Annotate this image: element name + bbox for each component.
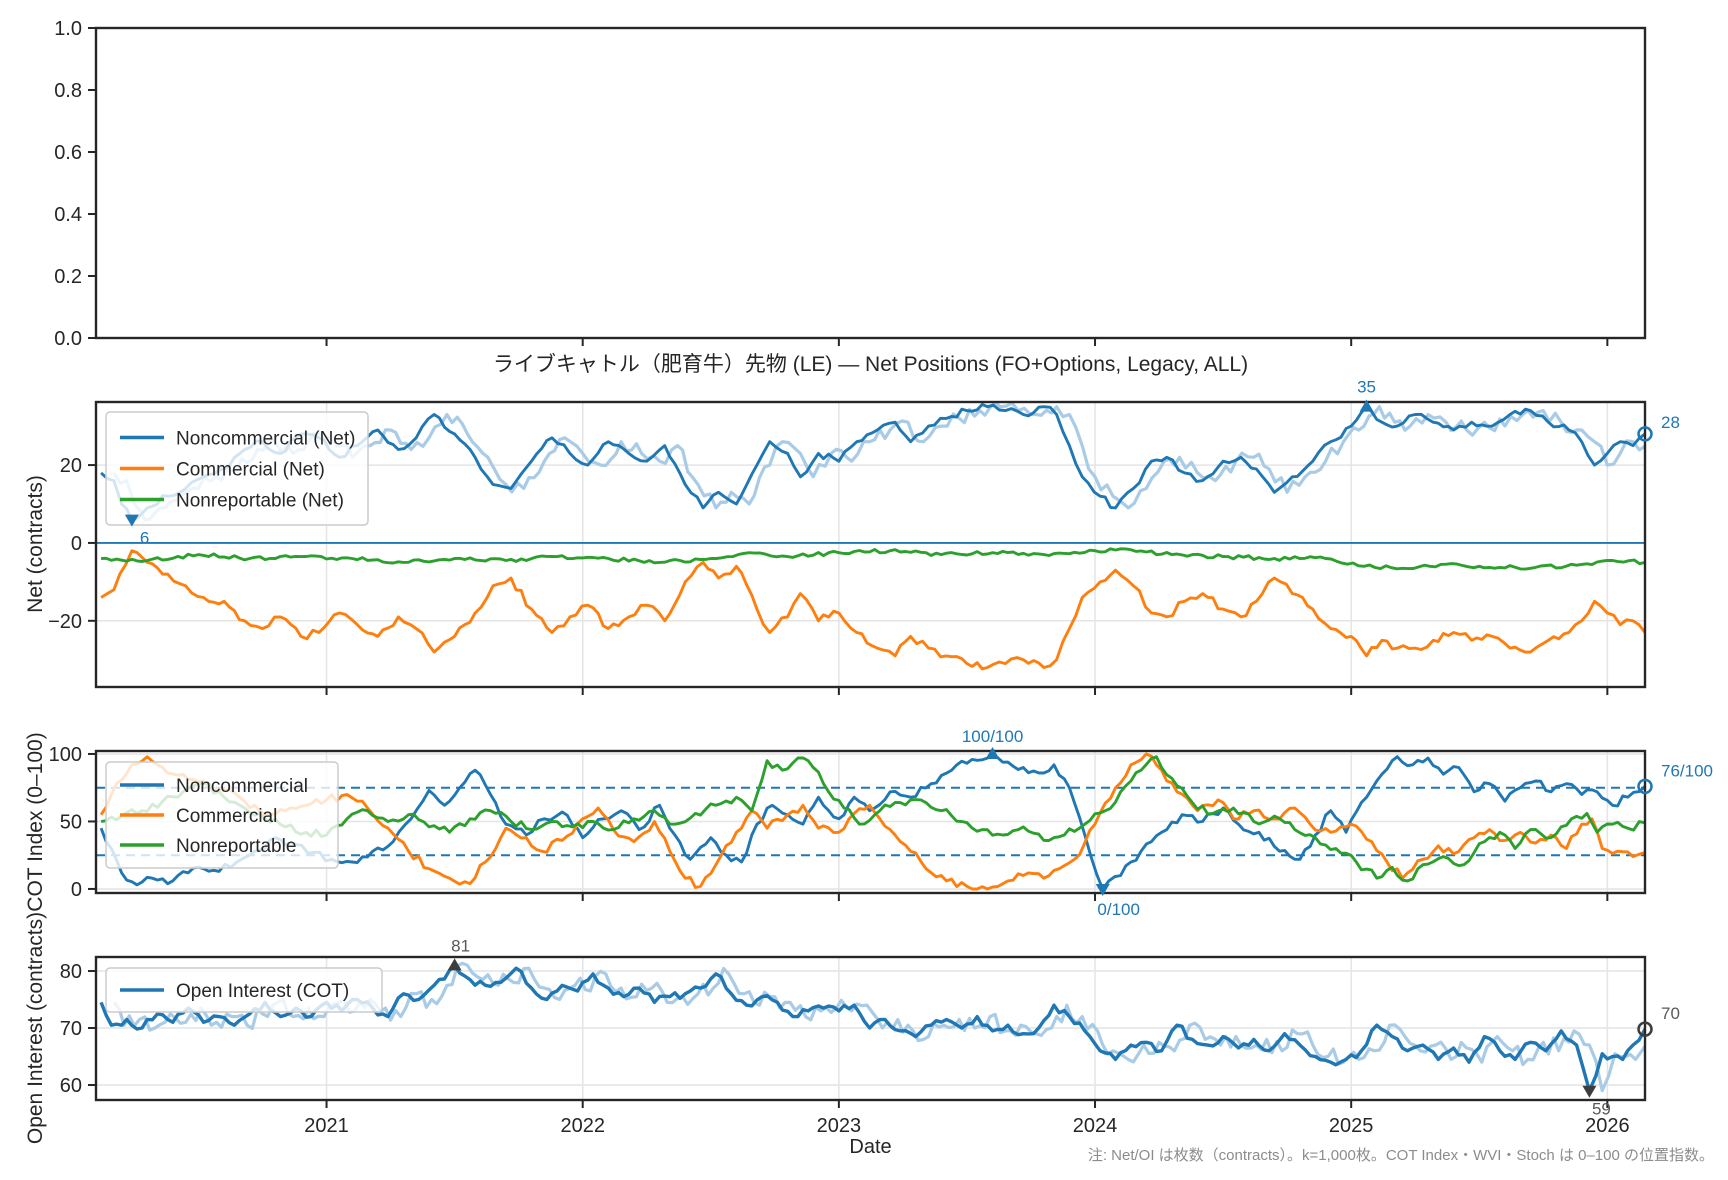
- legend-label: Nonreportable: [176, 836, 296, 857]
- x-tick-label: 2025: [1329, 1115, 1374, 1137]
- panel-net-positions: −20 0 20 Noncommercial (Net) Commercial (Net…: [48, 378, 1680, 695]
- annotation-label: 59: [1592, 1100, 1611, 1119]
- annotation-marker-down: [1095, 883, 1110, 896]
- legend: Noncommercial Commercial Nonreportable: [105, 761, 339, 869]
- annotation-marker-last: [1637, 1021, 1653, 1037]
- legend-label: Commercial (Net): [176, 460, 325, 481]
- legend-label: Noncommercial: [176, 776, 308, 797]
- series-commercial-net-line: [100, 549, 1645, 671]
- x-tick-label: 2023: [817, 1115, 862, 1137]
- series-noncommercial-index-line: [99, 752, 1645, 891]
- annotation-label: 100/100: [962, 727, 1023, 746]
- series-group: [99, 752, 1645, 891]
- y-tick-label: −20: [48, 611, 82, 633]
- annotation-marker-down: [1582, 1085, 1597, 1098]
- annotation-marker-up: [447, 958, 462, 971]
- legend-label: Nonreportable (Net): [176, 491, 344, 512]
- annotation-marker-last: [1637, 778, 1653, 795]
- x-tick-label: 2022: [560, 1115, 605, 1137]
- x-axis-label: Date: [849, 1136, 892, 1158]
- chart-title: ライブキャトル（肥育牛）先物 (LE) — Net Positions (FO+…: [492, 353, 1249, 376]
- panel-cot-index: 0 50 100 Noncommercial Commercial Nonreportab…: [49, 727, 1713, 919]
- series-commercial-index-line: [99, 752, 1645, 891]
- legend-label: Open Interest (COT): [176, 981, 349, 1002]
- y-tick-label: 0.8: [54, 80, 82, 102]
- legend: Open Interest (COT): [105, 967, 383, 1013]
- y-tick-label: 50: [60, 811, 82, 833]
- y-tick-label: 0: [71, 533, 82, 555]
- legend-box: [105, 761, 339, 869]
- legend: Noncommercial (Net) Commercial (Net) Nonre…: [105, 411, 369, 526]
- y-tick-label: 80: [60, 961, 82, 983]
- x-tick-label: 2026: [1585, 1115, 1630, 1137]
- annotation-label: 6: [140, 529, 149, 548]
- annotation-label: 35: [1357, 378, 1376, 397]
- series-group: [100, 402, 1645, 671]
- legend-box: [105, 411, 369, 526]
- legend-label: Commercial: [176, 806, 277, 827]
- annotation-marker-down: [124, 514, 139, 527]
- y-tick-label: 0.6: [54, 142, 82, 164]
- y-tick-label: 0.4: [54, 204, 82, 226]
- annotation-label: 70: [1661, 1004, 1680, 1023]
- panel-top-empty: 0.0 0.2 0.4 0.6 0.8 1.0: [54, 18, 1647, 350]
- legend-label: Noncommercial (Net): [176, 429, 355, 450]
- annotation-label: 76/100: [1661, 761, 1713, 780]
- footnote: 注: Net/OI は枚数（contracts）。k=1,000枚。COT In…: [1087, 1147, 1714, 1164]
- y-tick-label: 0: [71, 879, 82, 901]
- annotation-label: 28: [1661, 413, 1680, 432]
- y-tick-label: 1.0: [54, 18, 82, 40]
- y-tick-label: 0.2: [54, 266, 82, 288]
- y-tick-label: 70: [60, 1018, 82, 1040]
- legend-box: [105, 967, 383, 1013]
- y-tick-label: 20: [60, 455, 82, 477]
- axes-frame: [94, 26, 1647, 340]
- x-tick-label: 2024: [1073, 1115, 1118, 1137]
- y-tick-label: 100: [49, 744, 82, 766]
- series-nonreportable-net-line: [101, 547, 1645, 571]
- annotation-label: 0/100: [1097, 900, 1140, 919]
- y-tick-label: 0.0: [54, 328, 82, 350]
- annotation-label: 81: [451, 936, 470, 955]
- annotation-marker-last: [1637, 426, 1653, 442]
- series-nonreportable-index-line: [100, 755, 1645, 883]
- panel-open-interest: 60 70 80 2021 2022 2023 2024 2025 2026 Open Inter…: [60, 936, 1680, 1137]
- annotation-marker-up: [985, 746, 1000, 759]
- axes-frame: [94, 400, 1647, 689]
- annotation-marker-up: [1359, 399, 1374, 412]
- x-tick-label: 2021: [304, 1115, 349, 1137]
- y-tick-label: 60: [60, 1075, 82, 1097]
